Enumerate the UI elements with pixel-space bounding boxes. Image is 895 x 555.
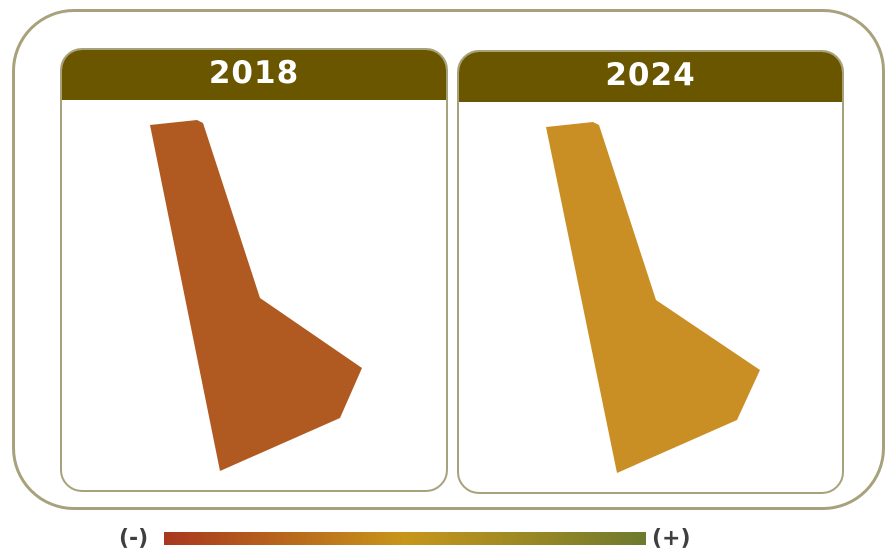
- region-shape-2024[interactable]: [546, 122, 760, 473]
- region-shape-2018[interactable]: [150, 120, 362, 471]
- legend-min-label: (-): [119, 526, 149, 551]
- legend-gradient-bar: [164, 532, 646, 545]
- panel-year-header: 2018: [62, 50, 446, 100]
- legend-max-label: (+): [652, 526, 691, 551]
- panel-year-header: 2024: [459, 52, 842, 102]
- comparison-frame: [12, 9, 885, 510]
